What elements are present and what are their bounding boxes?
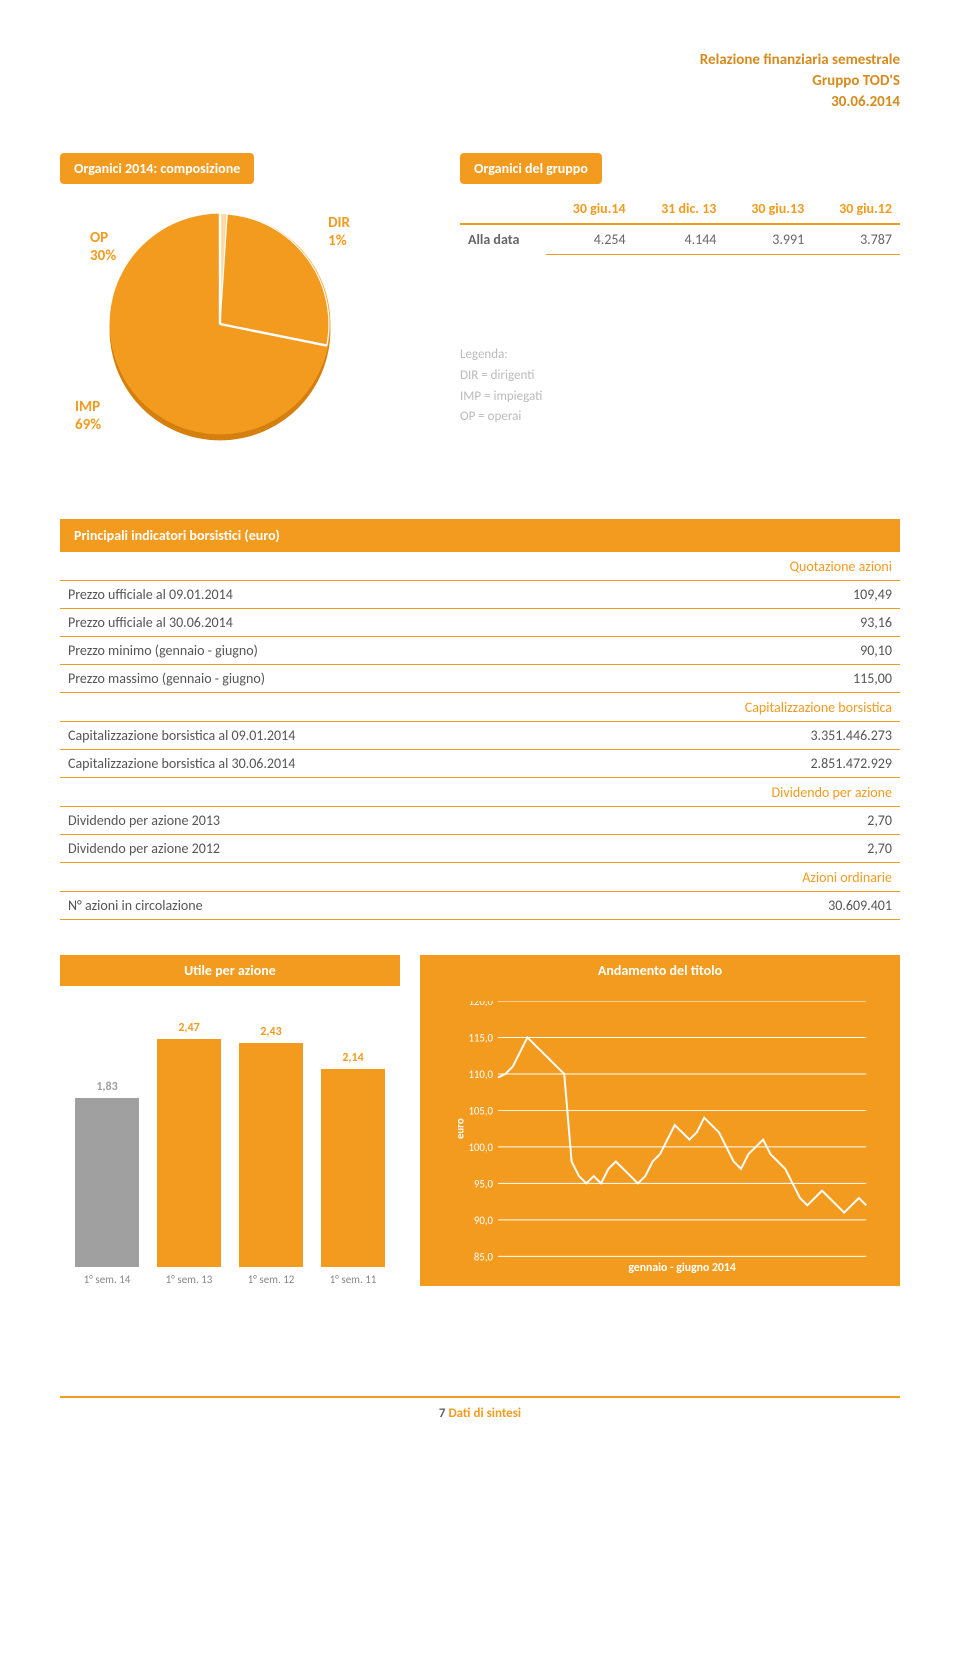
pie-label-op: OP30% [90, 229, 116, 265]
svg-text:gennaio - giugno 2014: gennaio - giugno 2014 [628, 1261, 735, 1275]
footer-section: Dati di sintesi [448, 1406, 521, 1421]
eps-bar-col: 2,43 1° sem. 12 [239, 1025, 303, 1286]
stock-label: Dividendo per azione 2013 [60, 807, 660, 835]
svg-text:120,0: 120,0 [468, 1001, 493, 1008]
eps-bar-value: 2,14 [342, 1051, 363, 1065]
row-label: Alla data [460, 224, 546, 255]
eps-bar-xlabel: 1° sem. 12 [248, 1273, 295, 1286]
stock-subhead: Azioni ordinarie [60, 863, 900, 892]
eps-bar [321, 1069, 385, 1267]
eps-chart: 1,83 1° sem. 14 2,47 1° sem. 13 2,43 1° sem. … [60, 986, 400, 1286]
group-title: Organici del gruppo [460, 153, 602, 184]
svg-text:105,0: 105,0 [468, 1104, 493, 1117]
header-line3: 30.06.2014 [60, 92, 900, 113]
eps-bar [239, 1043, 303, 1267]
eps-bar-value: 1,83 [96, 1080, 117, 1094]
eps-title: Utile per azione [60, 955, 400, 986]
stock-label: Capitalizzazione borsistica al 30.06.201… [60, 750, 660, 778]
stock-value: 93,16 [660, 609, 900, 637]
svg-text:110,0: 110,0 [468, 1068, 493, 1081]
eps-bar-xlabel: 1° sem. 14 [84, 1273, 131, 1286]
stock-value: 2,70 [660, 807, 900, 835]
stock-value: 2,70 [660, 835, 900, 863]
pie-label-dir: DIR1% [328, 214, 350, 250]
footer-page: 7 [439, 1406, 446, 1421]
eps-bar-xlabel: 1° sem. 13 [166, 1273, 213, 1286]
col2: 31 dic. 13 [634, 194, 725, 224]
eps-bar [75, 1098, 139, 1267]
stock-value: 2.851.472.929 [660, 750, 900, 778]
col4: 30 giu.12 [812, 194, 900, 224]
legend: Legenda: DIR = dirigenti IMP = impiegati… [460, 345, 900, 428]
stock-label: Prezzo minimo (gennaio - giugno) [60, 637, 660, 665]
svg-text:115,0: 115,0 [468, 1031, 493, 1044]
v3: 3.787 [812, 224, 900, 255]
footer-separator [60, 1396, 900, 1398]
eps-bar-xlabel: 1° sem. 11 [330, 1273, 377, 1286]
header-line1: Relazione finanziaria semestrale [60, 50, 900, 71]
stock-label: Dividendo per azione 2012 [60, 835, 660, 863]
pie-label-imp: IMP69% [75, 398, 101, 434]
col3: 30 giu.13 [724, 194, 812, 224]
legend-l3: OP = operai [460, 407, 900, 428]
eps-bar-col: 2,14 1° sem. 11 [321, 1051, 385, 1286]
stock-label: Prezzo massimo (gennaio - giugno) [60, 665, 660, 693]
v2: 3.991 [724, 224, 812, 255]
stock-value: 115,00 [660, 665, 900, 693]
stock-label: Prezzo ufficiale al 09.01.2014 [60, 581, 660, 609]
header-line2: Gruppo TOD'S [60, 71, 900, 92]
stock-value: 90,10 [660, 637, 900, 665]
stock-subhead: Quotazione azioni [60, 552, 900, 581]
stock-value: 109,49 [660, 581, 900, 609]
stock-label: Capitalizzazione borsistica al 09.01.201… [60, 722, 660, 750]
stock-label: Prezzo ufficiale al 30.06.2014 [60, 609, 660, 637]
stock-table: Quotazione azioniPrezzo ufficiale al 09.… [60, 552, 900, 920]
v0: 4.254 [546, 224, 634, 255]
eps-bar [157, 1039, 221, 1267]
legend-l1: DIR = dirigenti [460, 366, 900, 387]
col1: 30 giu.14 [546, 194, 634, 224]
footer: 7 Dati di sintesi [0, 1406, 960, 1421]
composition-title: Organici 2014: composizione [60, 153, 254, 184]
eps-bar-value: 2,47 [178, 1021, 199, 1035]
stock-subhead: Dividendo per azione [60, 778, 900, 807]
svg-text:100,0: 100,0 [468, 1141, 493, 1154]
svg-text:90,0: 90,0 [474, 1214, 494, 1227]
trend-title: Andamento del titolo [420, 955, 900, 986]
svg-text:85,0: 85,0 [474, 1250, 494, 1263]
eps-bar-col: 1,83 1° sem. 14 [75, 1080, 139, 1286]
legend-title: Legenda: [460, 345, 900, 366]
page-header: Relazione finanziaria semestrale Gruppo … [60, 50, 900, 113]
stock-value: 3.351.446.273 [660, 722, 900, 750]
stock-label: N° azioni in circolazione [60, 892, 660, 920]
pie-chart: OP30% DIR1% IMP69% [100, 204, 380, 484]
group-table: 30 giu.14 31 dic. 13 30 giu.13 30 giu.12… [460, 194, 900, 255]
col0 [460, 194, 546, 224]
v1: 4.144 [634, 224, 725, 255]
stock-value: 30.609.401 [660, 892, 900, 920]
legend-l2: IMP = impiegati [460, 387, 900, 408]
svg-text:euro: euro [454, 1118, 467, 1139]
line-chart: 120,0 115,0 110,0 105,0 100,0 95,0 90,0 85,0 eur… [420, 986, 900, 1286]
eps-bar-col: 2,47 1° sem. 13 [157, 1021, 221, 1286]
eps-bar-value: 2,43 [260, 1025, 281, 1039]
svg-text:95,0: 95,0 [474, 1177, 494, 1190]
stock-title: Principali indicatori borsistici (euro) [60, 519, 900, 552]
stock-subhead: Capitalizzazione borsistica [60, 693, 900, 722]
